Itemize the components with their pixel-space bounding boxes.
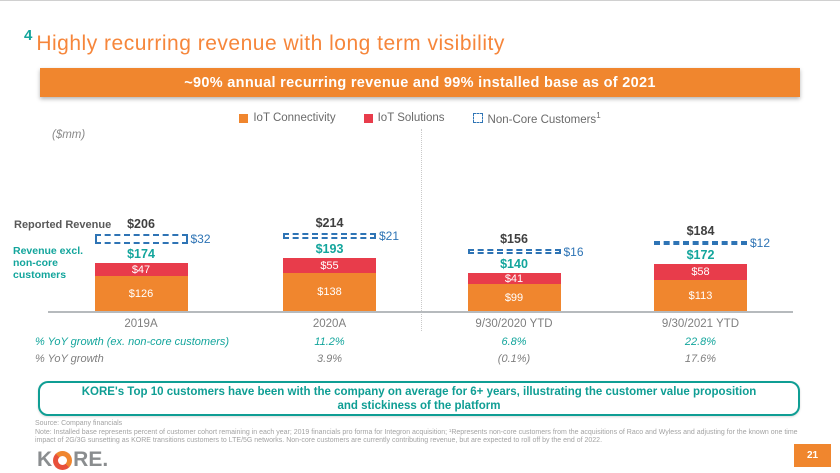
reported-revenue-value: $206: [127, 217, 155, 231]
logo-letters-re: RE.: [73, 448, 109, 471]
kore-logo: K RE.: [37, 448, 108, 472]
page-number-badge: 21: [794, 444, 831, 467]
non-core-value: $21: [379, 229, 400, 243]
row-label-revenue-excl-non-core: Revenue excl. non-core customers: [13, 245, 84, 281]
bar-column-9-30-2020-ytd: $156 $16 $140 $41 $99: [467, 232, 584, 311]
iot-solutions-segment: $41: [467, 273, 561, 285]
growth-value: (0.1%): [497, 353, 531, 365]
growth-value: 22.8%: [684, 336, 717, 348]
iot-connectivity-segment: $138: [283, 273, 376, 311]
iot-connectivity-segment: $99: [467, 284, 561, 311]
slide-title-text: Highly recurring revenue with long term …: [36, 32, 505, 55]
growth-value: 17.6%: [684, 353, 717, 365]
revenue-excl-non-core-value: $172: [686, 248, 715, 262]
source-note: Source: Company financials: [35, 420, 123, 427]
category-label: 9/30/2020 YTD: [475, 318, 553, 330]
growth-value: 11.2%: [314, 336, 345, 348]
non-core-segment: [94, 234, 188, 244]
footnotes: Source: Company financials Note: Install…: [35, 420, 807, 446]
reported-revenue-value: $214: [315, 216, 344, 230]
non-core-dashed-box: $12: [654, 236, 770, 250]
orange-square-icon: [239, 113, 249, 123]
category-label: 9/30/2021 YTD: [661, 318, 740, 330]
non-core-value: $32: [190, 232, 211, 246]
non-core-dashed-box: $16: [467, 245, 584, 259]
growth-row-label-ex-non-core: % YoY growth (ex. non-core customers): [35, 336, 230, 348]
legend-item-iot-connectivity: IoT Connectivity: [239, 111, 336, 126]
highlight-banner: ~90% annual recurring revenue and 99% in…: [40, 68, 800, 97]
slide-number-prefix: 4: [24, 27, 33, 44]
iot-connectivity-segment: $126: [94, 276, 188, 311]
page-title: 4 Highly recurring revenue with long term…: [24, 27, 505, 56]
growth-value: 3.9%: [316, 353, 343, 365]
bar-column-9-30-2021-ytd: $184 $12 $172 $58 $113: [654, 224, 770, 311]
units-label: ($mm): [52, 129, 86, 141]
growth-value: 6.8%: [501, 336, 527, 348]
iot-solutions-segment: $55: [283, 258, 376, 273]
iot-connectivity-segment: $113: [654, 280, 747, 311]
x-axis-line: [48, 311, 793, 313]
revenue-excl-non-core-value: $193: [315, 242, 344, 256]
iot-solutions-segment: $58: [654, 264, 747, 280]
non-core-segment: [467, 249, 561, 254]
revenue-excl-non-core-value: $140: [500, 257, 528, 271]
legend-item-non-core-customers: Non-Core Customers1: [472, 111, 601, 126]
red-square-icon: [363, 113, 373, 123]
non-core-segment: [654, 241, 747, 245]
footnote-marker: 1: [596, 111, 601, 120]
customer-stickiness-callout: KORE's Top 10 customers have been with t…: [38, 381, 800, 416]
non-core-dashed-box: $32: [94, 232, 211, 246]
logo-o-ring-icon: [53, 450, 73, 470]
period-divider-dotted-line: [421, 129, 422, 331]
legend-item-iot-solutions: IoT Solutions: [363, 111, 445, 126]
dashed-square-icon: [472, 113, 483, 124]
bar-column-2019a: $206 $32 $174 $47 $126: [94, 217, 211, 311]
legend-label: IoT Connectivity: [253, 112, 336, 125]
category-label: 2019A: [124, 318, 158, 330]
bar-column-2020a: $214 $21 $193 $55 $138: [283, 216, 399, 311]
non-core-segment: [283, 233, 376, 239]
logo-letter-k: K: [37, 448, 53, 471]
legend-label: Non-Core Customers1: [487, 111, 601, 126]
non-core-dashed-box: $21: [283, 229, 399, 243]
revenue-excl-non-core-value: $174: [127, 247, 155, 261]
legend-label: IoT Solutions: [377, 112, 445, 125]
category-label: 2020A: [312, 318, 347, 330]
reported-revenue-value: $156: [500, 232, 528, 246]
reported-revenue-value: $184: [686, 224, 715, 238]
chart-legend: IoT Connectivity IoT Solutions Non-Core …: [0, 111, 840, 126]
iot-solutions-segment: $47: [94, 263, 188, 276]
row-label-reported-revenue: Reported Revenue: [14, 219, 112, 231]
non-core-value: $16: [563, 244, 584, 259]
non-core-value: $12: [750, 236, 771, 250]
explanatory-note: Note: Installed base represents percent …: [35, 428, 798, 445]
growth-row-label-total: % YoY growth: [35, 353, 104, 365]
